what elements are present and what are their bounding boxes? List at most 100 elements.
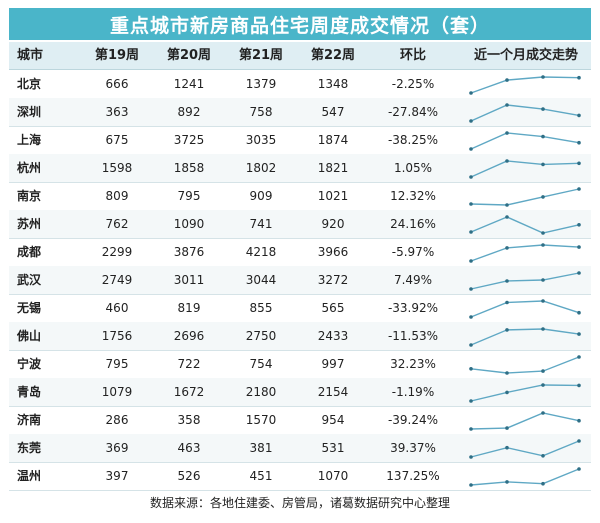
week-over-week-change: 137.25% [386,469,440,483]
week-value: 809 [105,189,129,203]
sparkline-path [470,384,580,402]
sparkline-point [541,369,545,373]
sparkline-path [470,188,580,206]
week-value: 1241 [173,77,205,91]
week-value: 286 [105,413,129,427]
sparkline-point [577,140,581,145]
week-over-week-change: -38.25% [387,133,439,147]
week-value: 892 [177,105,201,119]
sparkline-point [505,390,509,395]
week-value: 358 [177,413,201,427]
sparkline-point [541,107,545,111]
sparkline-point [541,454,545,458]
table-row: 宁波 795 722 754 997 32.23% [9,350,591,379]
sparkline-point [541,481,545,486]
table-row: 青岛 1079 1672 2180 2154 -1.19% [9,378,591,407]
column-header: 第22周 [310,48,356,63]
table-row: 苏州 762 1090 741 920 24.16% [9,210,591,239]
week-value: 460 [105,301,129,315]
sparkline-point [541,134,545,139]
city-name: 苏州 [17,217,42,231]
sparkline-point [469,427,473,431]
week-over-week-change: -39.24% [387,413,439,427]
week-value: 1874 [317,133,349,147]
sparkline-point [469,202,473,206]
sparkline-point [469,367,473,371]
sparkline-point [577,383,581,388]
week-value: 2433 [317,329,349,343]
week-value: 3272 [317,273,349,287]
week-value: 547 [321,105,345,119]
table-row: 南京 809 795 909 1021 12.32% [9,182,591,211]
sparkline-point [505,246,509,250]
week-value: 369 [105,441,129,455]
trend-sparkline [469,271,581,291]
week-value: 451 [249,469,273,483]
sparkline-point [541,195,545,199]
sparkline-path [470,440,580,458]
trend-sparkline [469,159,581,179]
sparkline-point [541,162,545,167]
table-row: 佛山 1756 2696 2750 2433 -11.53% [9,322,591,351]
sparkline-point [577,310,581,315]
trend-sparkline [469,243,581,263]
week-value: 754 [249,357,273,371]
week-value: 1821 [317,161,349,175]
sparkline-point [505,279,509,283]
table-row: 无锡 460 819 855 565 -33.92% [9,294,591,323]
week-value: 675 [105,133,129,147]
sparkline-point [541,299,545,303]
sparkline-path [470,356,580,374]
sparkline-point [505,203,509,207]
sparkline-path [470,300,580,318]
column-header: 第19周 [94,48,140,63]
week-over-week-change: 12.32% [390,189,436,203]
week-value: 819 [177,301,201,315]
sparkline-point [541,411,545,415]
sparkline-point [577,271,581,275]
sparkline-point [505,445,509,450]
sparkline-point [469,455,473,459]
week-over-week-change: 7.49% [393,273,433,287]
sparkline-point [577,245,581,249]
sparkline-point [505,371,509,375]
week-value: 1570 [245,413,277,427]
week-over-week-change: 32.23% [390,357,436,371]
week-value: 2154 [317,385,349,399]
table-row: 武汉 2749 3011 3044 3272 7.49% [9,266,591,295]
chart-title: 重点城市新房商品住宅周度成交情况（套） [9,8,591,40]
table-row: 济南 286 358 1570 954 -39.24% [9,406,591,435]
city-name: 济南 [17,413,42,427]
week-value: 2696 [173,329,205,343]
trend-sparkline [469,439,581,459]
week-value: 531 [321,441,345,455]
city-name: 上海 [17,133,42,147]
column-header: 第20周 [166,48,212,63]
week-value: 1379 [245,77,277,91]
city-name: 深圳 [17,105,42,119]
sparkline-path [470,104,580,122]
week-value: 909 [249,189,273,203]
week-value: 1348 [317,77,349,91]
sparkline-path [470,328,580,346]
sparkline-point [577,332,581,336]
sparkline-point [505,426,509,430]
sparkline-path [470,468,580,486]
week-value: 1021 [317,189,349,203]
week-over-week-change: -2.25% [391,77,435,91]
city-name: 佛山 [17,329,42,343]
table-row: 温州 397 526 451 1070 137.25% [9,462,591,491]
sparkline-path [470,160,580,178]
trend-sparkline [469,327,581,347]
trend-sparkline [469,383,581,403]
sparkline-point [469,399,473,403]
week-value: 722 [177,357,201,371]
sparkline-point [541,75,545,79]
city-name: 宁波 [17,357,42,371]
trend-sparkline [469,299,581,319]
sparkline-path [470,244,580,262]
sparkline-point [469,119,473,123]
city-name: 杭州 [17,161,42,175]
sparkline-point [577,75,581,80]
